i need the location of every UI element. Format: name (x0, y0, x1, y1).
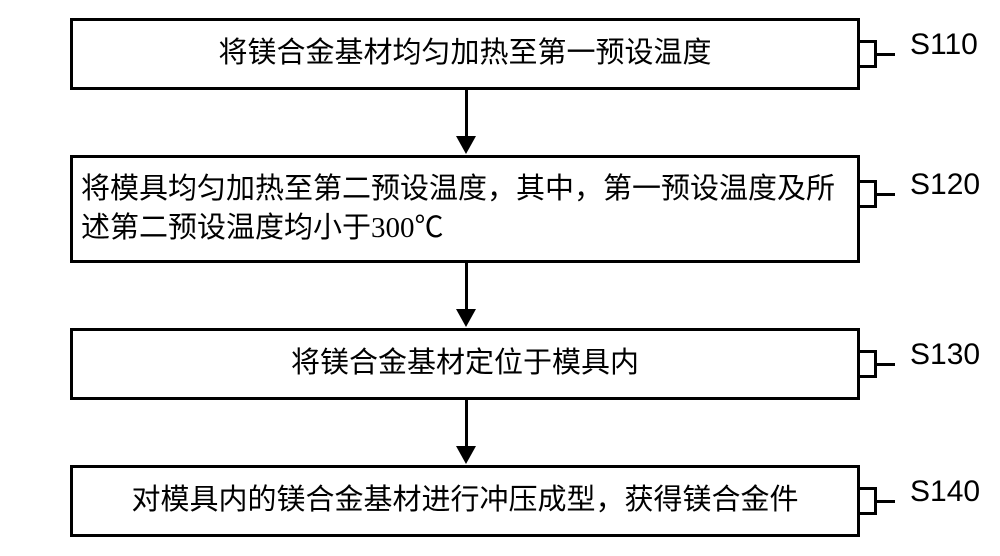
step-label-S110: S110 (910, 28, 978, 62)
step-label-S120: S120 (910, 168, 980, 202)
arrowhead-S130-S140 (456, 446, 476, 464)
bracket-S140 (860, 487, 890, 515)
step-box-S110: 将镁合金基材均匀加热至第一预设温度 (70, 18, 860, 90)
flowchart-canvas: 将镁合金基材均匀加热至第一预设温度 S110 将模具均匀加热至第二预设温度，其中，第… (0, 0, 1000, 556)
step-label-S140: S140 (910, 475, 980, 509)
step-label-S130: S130 (910, 338, 980, 372)
step-box-S140: 对模具内的镁合金基材进行冲压成型，获得镁合金件 (70, 465, 860, 537)
connector-S130-S140 (465, 400, 468, 447)
connector-S120-S130 (465, 263, 468, 310)
step-text-S140: 对模具内的镁合金基材进行冲压成型，获得镁合金件 (73, 481, 857, 520)
bracket-S130 (860, 350, 890, 378)
bracket-S120 (860, 180, 890, 208)
bracket-S110 (860, 40, 890, 68)
step-box-S130: 将镁合金基材定位于模具内 (70, 328, 860, 400)
connector-S110-S120 (465, 90, 468, 137)
step-text-S130: 将镁合金基材定位于模具内 (73, 344, 857, 383)
step-box-S120: 将模具均匀加热至第二预设温度，其中，第一预设温度及所述第二预设温度均小于300℃ (70, 155, 860, 263)
step-text-S120: 将模具均匀加热至第二预设温度，其中，第一预设温度及所述第二预设温度均小于300℃ (73, 170, 857, 248)
arrowhead-S120-S130 (456, 309, 476, 327)
arrowhead-S110-S120 (456, 136, 476, 154)
step-text-S110: 将镁合金基材均匀加热至第一预设温度 (73, 34, 857, 73)
